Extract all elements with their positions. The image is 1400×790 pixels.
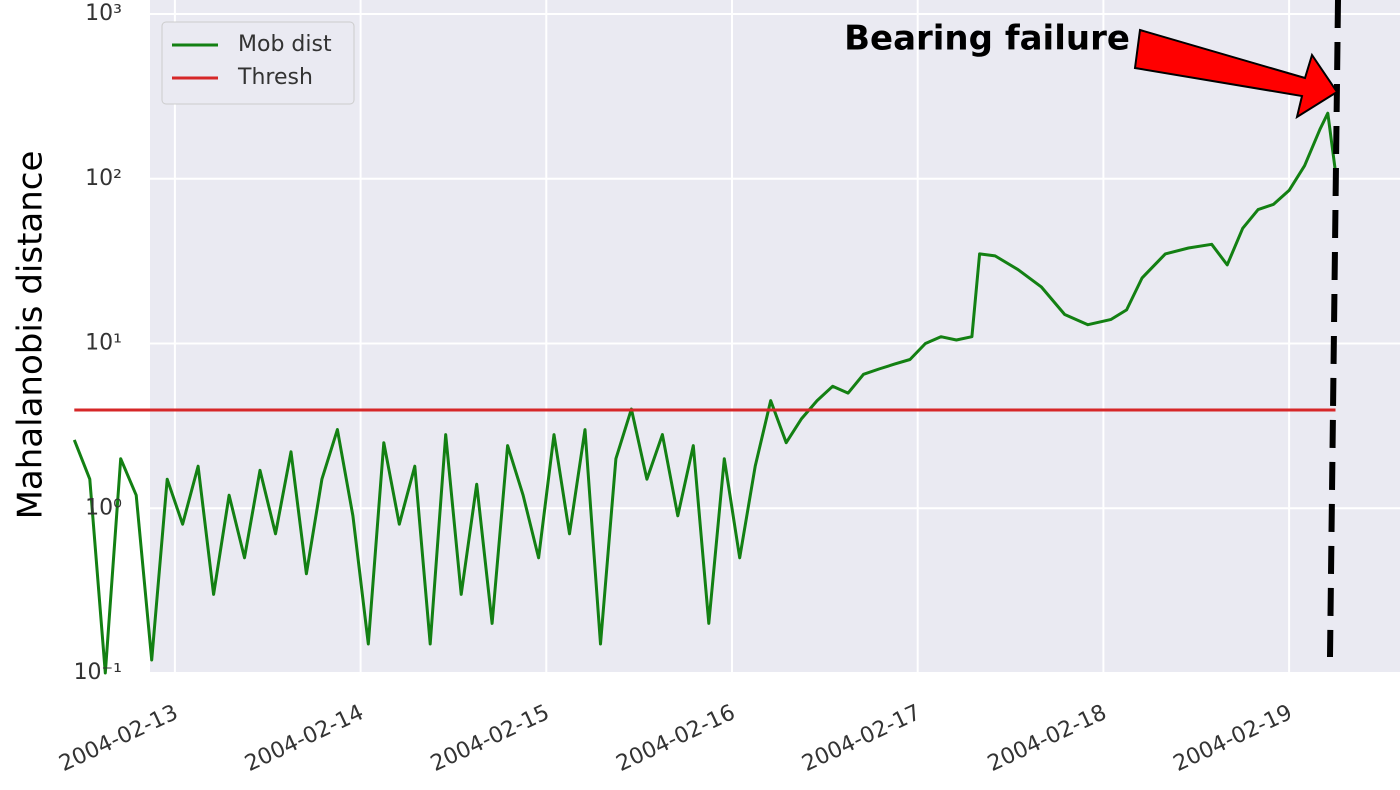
x-tick-label: 2004-02-13 [56, 700, 182, 777]
legend-label: Mob dist [238, 32, 332, 57]
series-line [72, 111, 1337, 675]
legend: Mob dist Thresh [161, 21, 355, 105]
x-tick-label: 2004-02-14 [241, 700, 367, 777]
x-tick-label: 2004-02-16 [613, 700, 739, 777]
y-tick-label: 10¹ [85, 331, 122, 356]
legend-label: Thresh [237, 65, 313, 90]
x-tick-label: 2004-02-19 [1170, 700, 1296, 777]
annotation: Bearing failure [844, 19, 1130, 59]
y-tick-label: 10⁰ [85, 495, 122, 520]
x-tick-label: 2004-02-18 [984, 700, 1110, 777]
legend-box [161, 21, 355, 105]
annotation-arrow [1133, 28, 1339, 120]
x-tick-label: 2004-02-15 [427, 700, 553, 777]
grid [150, 0, 1400, 674]
y-tick-label: 10⁻¹ [74, 660, 122, 685]
y-axis-label: Mahalanobis distance [11, 151, 51, 520]
y-tick-label: 10³ [85, 1, 122, 26]
x-tick-label: 2004-02-17 [798, 700, 924, 777]
lines [72, 111, 1337, 675]
failure-line [1327, 0, 1341, 658]
y-tick-label: 10² [85, 166, 122, 191]
